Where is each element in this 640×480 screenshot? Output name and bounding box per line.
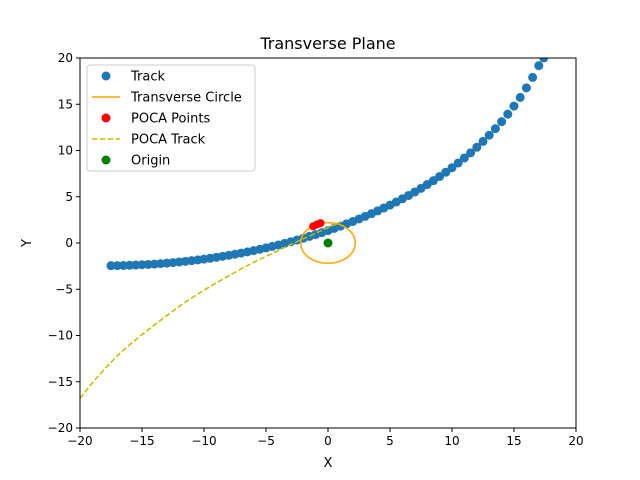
origin-point	[323, 238, 333, 248]
track-point	[509, 101, 519, 111]
x-tick-label: −10	[191, 434, 216, 448]
x-axis-ticks: −20 −15 −10 −5 0 5 10 15 20	[67, 428, 584, 448]
track-point	[441, 167, 451, 177]
x-tick-label: −15	[129, 434, 154, 448]
track-point	[521, 83, 531, 93]
legend-marker	[101, 155, 111, 165]
transverse-circle	[299, 221, 357, 265]
y-tick-label: 5	[65, 190, 73, 204]
y-axis-label: Y	[20, 239, 35, 248]
legend-label: POCA Track	[131, 133, 206, 148]
track-point	[447, 163, 457, 173]
track-point	[472, 142, 482, 152]
plot-data-layer	[80, 58, 549, 399]
x-tick-label: 10	[444, 434, 459, 448]
y-tick-label: 10	[58, 144, 73, 158]
y-tick-label: −10	[48, 329, 73, 343]
legend-label: Origin	[131, 154, 170, 169]
y-axis-ticks: −20 −15 −10 −5 0 5 10 15 20	[48, 51, 80, 435]
x-axis-label: X	[324, 456, 333, 471]
legend-label: Transverse Circle	[130, 91, 242, 106]
track-point	[453, 158, 463, 168]
track-point	[497, 117, 507, 127]
track-point	[515, 92, 525, 102]
y-tick-label: 20	[58, 51, 73, 65]
legend-label: POCA Points	[131, 112, 210, 127]
legend-label: Track	[130, 70, 165, 85]
track-point	[466, 148, 476, 158]
y-tick-label: 0	[65, 236, 73, 250]
legend: Track Transverse Circle POCA Points POCA Tr…	[86, 64, 256, 172]
poca-point	[316, 219, 325, 228]
x-tick-label: 15	[506, 434, 521, 448]
y-tick-label: 15	[58, 97, 73, 111]
track-point	[528, 72, 538, 82]
y-tick-label: −5	[55, 282, 73, 296]
x-tick-label: −20	[67, 434, 92, 448]
track-point	[534, 61, 544, 71]
x-tick-label: 0	[324, 434, 332, 448]
track-point	[478, 136, 488, 146]
legend-marker	[101, 113, 111, 123]
legend-marker	[101, 71, 111, 81]
track-point	[490, 124, 500, 134]
x-tick-label: 5	[386, 434, 394, 448]
y-tick-label: −20	[48, 421, 73, 435]
track-point	[503, 109, 513, 119]
track-point	[539, 58, 549, 63]
x-tick-label: 20	[568, 434, 583, 448]
chart-title: Transverse Plane	[259, 34, 395, 53]
track-point	[106, 261, 116, 271]
x-tick-label: −5	[257, 434, 275, 448]
poca-track-line	[80, 221, 341, 399]
track-point	[484, 130, 494, 140]
y-tick-label: −15	[48, 375, 73, 389]
track-point	[459, 153, 469, 163]
legend-box	[86, 64, 256, 172]
